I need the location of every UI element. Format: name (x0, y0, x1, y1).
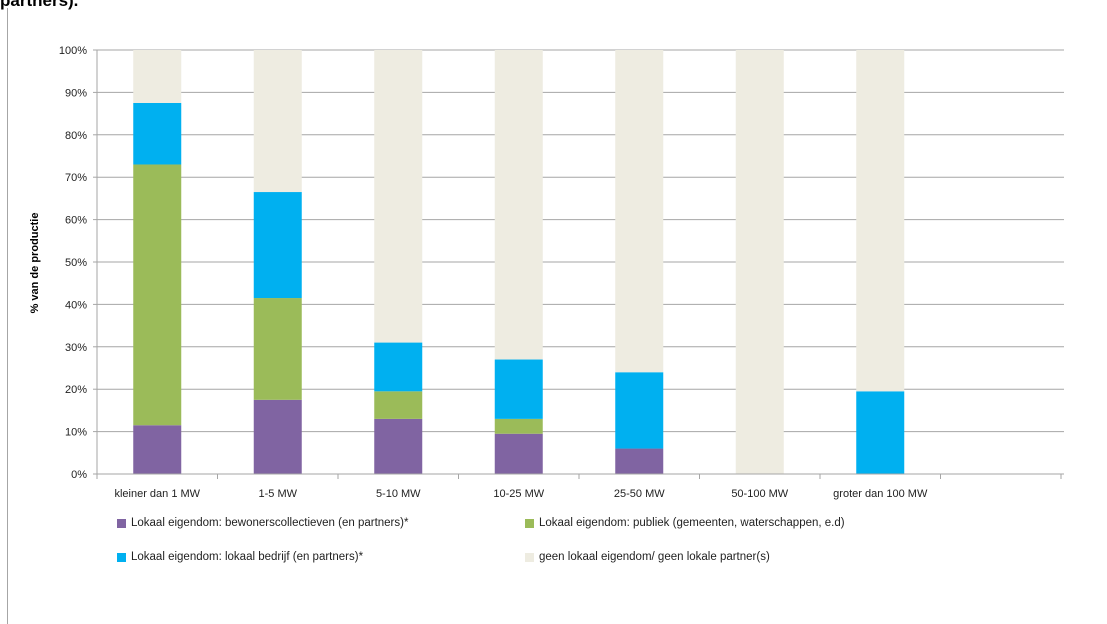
bar-segment (253, 399, 302, 474)
legend-swatch (117, 552, 126, 562)
y-axis-label: % van de productie (29, 213, 41, 314)
y-tick-label: 30% (65, 342, 87, 354)
bar-segment (735, 50, 784, 474)
bar-segment (253, 298, 302, 400)
bar-segment (133, 425, 182, 474)
y-tick-label: 80% (65, 130, 87, 142)
bar-segment (494, 50, 543, 360)
y-tick-label: 100% (59, 45, 87, 57)
legend-label: Lokaal eigendom: bewonerscollectieven (e… (131, 517, 409, 529)
bar-segment (494, 359, 543, 419)
bar-segment (374, 50, 423, 343)
x-tick-label: 50-100 MW (731, 488, 788, 500)
y-tick-label: 50% (65, 257, 87, 269)
bar-segment (856, 391, 905, 474)
bars (133, 50, 905, 474)
y-tick-label: 60% (65, 215, 87, 227)
legend-label: Lokaal eigendom: publiek (gemeenten, wat… (539, 517, 845, 529)
y-tick-labels: 0% 10% 20% 30% 40% 50% 60% 70% 80% 90% 100% (59, 45, 87, 481)
legend-item-3: geen lokaal eigendom/ geen lokale partne… (525, 551, 770, 563)
x-tick-label: 1-5 MW (259, 488, 298, 500)
legend-label: geen lokaal eigendom/ geen lokale partne… (539, 551, 770, 563)
bar-segment (133, 103, 182, 165)
bar-segment (374, 418, 423, 474)
x-tick-labels: kleiner dan 1 MW 1-5 MW 5-10 MW 10-25 MW 25-… (93, 49, 1064, 500)
gridlines (97, 49, 1064, 433)
bar-segment (374, 391, 423, 419)
x-tick-label: 10-25 MW (493, 488, 544, 500)
legend-swatch (117, 518, 126, 528)
bar-segment (615, 448, 664, 474)
frame-border (7, 8, 8, 624)
bar-segment (856, 50, 905, 392)
bar-segment (615, 372, 664, 449)
legend-item-2: Lokaal eigendom: lokaal bedrijf (en part… (117, 551, 363, 563)
x-tick-label: 5-10 MW (376, 488, 421, 500)
bar-segment (253, 192, 302, 299)
bar-segment (133, 50, 182, 103)
legend-item-0: Lokaal eigendom: bewonerscollectieven (e… (117, 517, 408, 529)
y-tick-label: 40% (65, 299, 87, 311)
x-tick-label: groter dan 100 MW (833, 488, 928, 500)
legend-swatch (525, 518, 534, 528)
y-tick-label: 10% (65, 427, 87, 439)
bar-segment (615, 50, 664, 373)
bar-segment (374, 342, 423, 392)
y-tick-label: 70% (65, 172, 87, 184)
legend-label: Lokaal eigendom: lokaal bedrijf (en part… (131, 551, 364, 563)
bar-segment (133, 164, 182, 426)
bar-segment (494, 418, 543, 434)
chart-title-fragment: partners). (0, 0, 79, 10)
x-tick-label: 25-50 MW (614, 488, 665, 500)
bar-segment (253, 50, 302, 193)
x-tick-label: kleiner dan 1 MW (114, 488, 200, 500)
y-tick-label: 0% (71, 469, 87, 481)
legend-item-1: Lokaal eigendom: publiek (gemeenten, wat… (525, 517, 845, 529)
y-tick-label: 90% (65, 87, 87, 99)
legend-swatch (525, 552, 534, 562)
y-tick-label: 20% (65, 384, 87, 396)
bar-segment (494, 433, 543, 474)
